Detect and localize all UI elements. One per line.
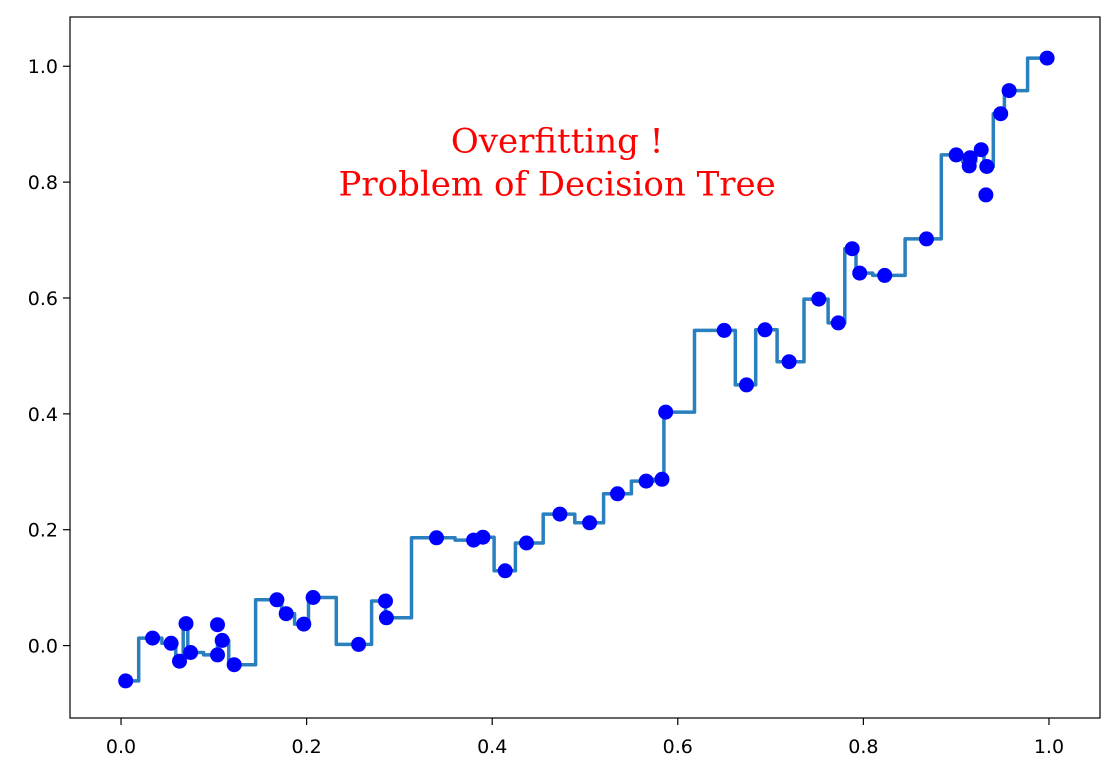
data-point [305,590,321,605]
data-point [226,657,242,673]
data-point [183,645,199,660]
x-tick-label: 0.0 [106,736,136,758]
data-point [654,471,670,487]
data-point [210,617,225,633]
x-tick-label: 0.8 [848,736,878,758]
x-tick-label: 0.4 [477,736,507,758]
plot-frame [69,16,1101,719]
data-point [378,610,394,626]
data-point [962,150,978,166]
y-tick-label: 0.2 [28,520,58,542]
y-tick-label: 0.8 [28,172,58,194]
data-point [919,231,934,247]
data-point [210,647,225,663]
data-point [145,630,161,646]
data-point [610,486,625,502]
data-point [948,147,964,163]
data-point [993,106,1009,122]
data-point [781,354,797,370]
data-point [757,322,773,338]
data-point [973,142,989,158]
data-point [978,187,994,203]
data-point [1001,83,1017,99]
y-tick-label: 0.4 [28,404,58,426]
data-point [811,291,827,307]
data-point [716,322,732,338]
x-tick-label: 1.0 [1034,736,1064,758]
data-point [979,159,995,174]
data-point [351,636,367,652]
x-axis-ticks: 0.0 0.2 0.4 0.6 0.8 1.0 [106,718,1064,758]
data-point [214,632,230,648]
data-point [118,673,134,689]
data-point [582,515,598,531]
data-point [552,506,568,522]
data-point [429,530,444,546]
data-point [739,377,754,393]
data-point [877,267,893,283]
x-tick-label: 0.6 [663,736,693,758]
data-point [852,265,868,281]
data-point [658,404,674,420]
data-point [269,592,285,608]
data-point [497,563,513,579]
data-point [638,473,654,489]
data-point [278,606,294,622]
y-tick-label: 0.6 [28,288,58,310]
y-axis-ticks: 0.0 0.2 0.4 0.6 0.8 1.0 [28,56,70,658]
annotation-problem-of-decision-tree: Problem of Decision Tree [339,165,776,205]
data-point [519,535,534,551]
y-tick-label: 0.0 [28,636,58,658]
data-point [296,616,312,632]
data-point [172,653,187,669]
x-tick-label: 0.2 [292,736,322,758]
y-tick-label: 1.0 [28,56,58,78]
plot-area-background [70,17,1100,718]
annotation-overfitting: Overfitting ! [451,122,663,162]
data-point [1039,50,1055,66]
data-point [830,315,846,331]
data-point [378,593,393,609]
scatter-series [118,50,1055,689]
data-point [844,241,860,257]
data-point [163,635,179,651]
data-point [178,616,194,632]
data-point [475,529,491,545]
